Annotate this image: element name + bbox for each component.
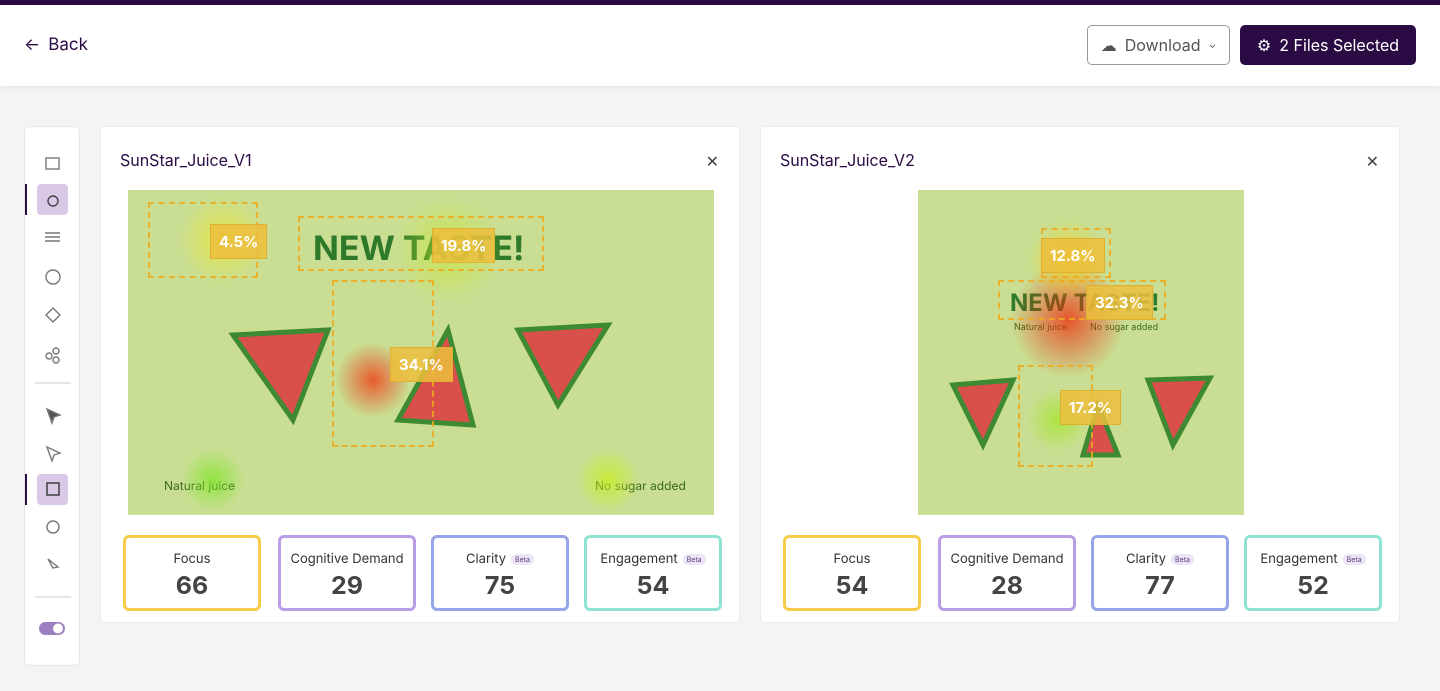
select-icon[interactable] <box>45 407 62 426</box>
pen-icon[interactable] <box>47 558 60 569</box>
aoi-label: 4.5% <box>210 224 268 259</box>
watermelon <box>949 377 1018 451</box>
metric-name: Cognitive Demand <box>290 551 404 567</box>
heatmap-image: NEW TASTE!Natural juiceNo sugar added12.… <box>918 190 1244 515</box>
metric-value: 29 <box>331 571 363 601</box>
metric-name: Cognitive Demand <box>950 551 1064 567</box>
back-button[interactable]: ← Back <box>24 35 88 55</box>
heat-spot <box>181 448 245 512</box>
watermelon <box>513 322 613 410</box>
panel: SunStar_Juice_V2 ✕ NEW TASTE!Natural juice… <box>760 126 1400 623</box>
aoi-label: 34.1% <box>390 347 453 382</box>
metric-name: Focus <box>173 551 211 567</box>
metric-header: Cognitive Demand <box>941 551 1073 567</box>
metric-card: Engagement Beta 52 <box>1244 535 1382 611</box>
metric-card: Clarity Beta 77 <box>1091 535 1229 611</box>
metric-badge: Beta <box>682 553 706 565</box>
metric-badge: Beta <box>511 553 534 565</box>
metric-name: Engagement <box>600 551 678 567</box>
metric-header: Clarity Beta <box>1094 551 1226 567</box>
brain-icon[interactable] <box>45 269 61 285</box>
metric-value: 28 <box>990 571 1024 601</box>
rect-icon <box>46 482 60 496</box>
metric-name: Clarity <box>1126 551 1167 567</box>
cloud-icon: ☁ <box>1100 35 1117 55</box>
metric-badge: Beta <box>1171 553 1194 565</box>
metric-card: Cognitive Demand 28 <box>938 535 1076 611</box>
pointer-icon[interactable] <box>45 445 62 464</box>
watermelon <box>228 327 332 426</box>
metric-card: Engagement Beta 54 <box>584 535 722 611</box>
close-button[interactable]: ✕ <box>705 151 719 171</box>
metric-header: Clarity Beta <box>434 551 566 567</box>
metric-value: 66 <box>175 571 209 601</box>
toggle-knob <box>53 623 63 634</box>
metric-name: Engagement <box>1260 551 1338 567</box>
aoi-label: 17.2% <box>1060 390 1122 425</box>
image-icon[interactable] <box>45 157 60 170</box>
aoi-box <box>298 216 544 271</box>
metric-header: Engagement Beta <box>1247 551 1379 567</box>
circle-icon[interactable] <box>46 520 60 534</box>
metric-name: Focus <box>833 551 871 567</box>
metric-badge: Beta <box>1342 553 1366 565</box>
aoi-box <box>998 280 1166 320</box>
download-button[interactable]: ☁ Download ⌄ <box>1087 25 1230 65</box>
toolbar <box>24 126 80 666</box>
aoi-label: 32.3% <box>1086 285 1153 320</box>
flow-icon[interactable] <box>45 232 60 242</box>
toolbar-icons <box>25 157 71 635</box>
panel: SunStar_Juice_V1 ✕ NEW TASTE!Natural juice… <box>100 126 740 623</box>
gear-icon: ⚙ <box>1256 35 1272 55</box>
panel-title: SunStar_Juice_V1 <box>120 150 252 170</box>
metric-header: Focus <box>786 551 918 567</box>
aoi-label: 19.8% <box>432 228 496 263</box>
panel-title: SunStar_Juice_V2 <box>780 150 915 170</box>
header: ← Back ☁ Download ⌄ ⚙ 2 Files Selected <box>0 5 1440 86</box>
download-label: Download <box>1124 35 1201 55</box>
metric-header: Engagement Beta <box>587 551 719 567</box>
metric-card: Focus 66 <box>123 535 261 611</box>
heatmap-active[interactable] <box>37 184 68 215</box>
heat-spot <box>576 448 640 512</box>
metric-card: Cognitive Demand 29 <box>278 535 416 611</box>
metric-value: 75 <box>484 571 516 601</box>
top-bar <box>0 0 1440 5</box>
metric-value: 54 <box>636 571 670 601</box>
heatmap-image: NEW TASTE!Natural juiceNo sugar added4.5… <box>128 190 714 515</box>
rect-tool-active[interactable] <box>37 474 68 505</box>
diamond-icon[interactable] <box>45 307 61 323</box>
nodes-icon[interactable] <box>52 356 60 364</box>
metric-value: 52 <box>1297 571 1329 601</box>
metric-name: Clarity <box>466 551 507 567</box>
close-button[interactable]: ✕ <box>1365 151 1379 171</box>
heat-icon <box>47 195 59 207</box>
metric-header: Cognitive Demand <box>281 551 413 567</box>
caret: ⌄ <box>1208 39 1217 51</box>
files-selected-button[interactable]: ⚙ 2 Files Selected <box>1240 25 1416 65</box>
aoi-label: 12.8% <box>1041 238 1105 273</box>
back-arrow: ← <box>24 35 41 55</box>
metric-card: Clarity Beta 75 <box>431 535 569 611</box>
metric-value: 54 <box>835 571 869 601</box>
files-selected-label: 2 Files Selected <box>1279 35 1400 55</box>
watermelon <box>1144 375 1215 451</box>
metric-header: Focus <box>126 551 258 567</box>
metric-value: 77 <box>1145 571 1175 601</box>
back-label: Back <box>48 35 88 55</box>
metric-card: Focus 54 <box>783 535 921 611</box>
